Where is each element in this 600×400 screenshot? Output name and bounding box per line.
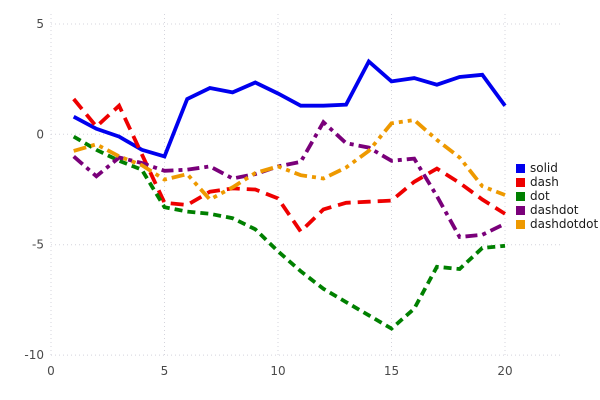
legend-item-solid: solid xyxy=(516,161,598,175)
legend-label: solid xyxy=(530,161,558,175)
legend-label: dashdotdot xyxy=(530,217,599,231)
legend-swatch-dashdot xyxy=(516,205,525,215)
y-tick-label: 5 xyxy=(36,17,44,31)
legend-item-dashdot: dashdot xyxy=(516,203,598,217)
legend: solid dash dot dashdot dashdotdot xyxy=(516,161,598,231)
series-line-dashdot xyxy=(72,119,506,240)
x-tick-label: 5 xyxy=(161,364,169,378)
legend-item-dash: dash xyxy=(516,175,598,189)
x-tick-label: 0 xyxy=(47,364,55,378)
legend-swatch-dashdotdot xyxy=(516,219,525,229)
x-tick-label: 20 xyxy=(497,364,512,378)
legend-swatch-dash xyxy=(516,177,525,187)
legend-label: dash xyxy=(530,175,559,189)
legend-label: dashdot xyxy=(530,203,579,217)
y-tick-label: -5 xyxy=(32,238,44,252)
x-tick-label: 15 xyxy=(384,364,399,378)
legend-item-dashdotdot: dashdotdot xyxy=(516,217,598,231)
series-line-dashdotdot xyxy=(73,117,506,202)
legend-swatch-solid xyxy=(516,163,525,173)
y-tick-label: 0 xyxy=(36,127,44,141)
series-line-dot xyxy=(72,134,506,331)
series-line-solid xyxy=(72,58,507,159)
y-tick-label: -10 xyxy=(24,348,44,362)
legend-item-dot: dot xyxy=(516,189,598,203)
x-tick-label: 10 xyxy=(270,364,285,378)
legend-swatch-dot xyxy=(516,191,525,201)
legend-label: dot xyxy=(530,189,550,203)
